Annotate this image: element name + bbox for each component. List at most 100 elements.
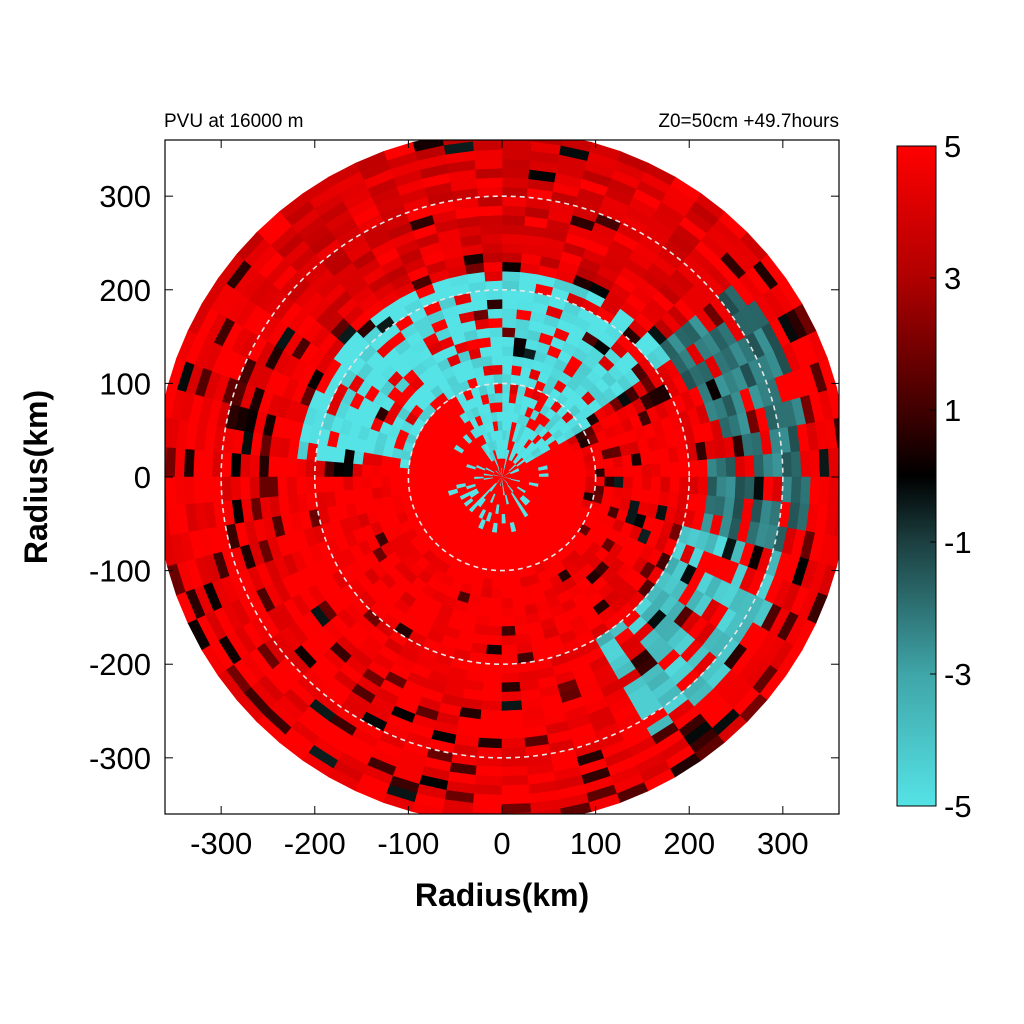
field-cell: [512, 596, 526, 608]
field-cell: [594, 476, 606, 487]
field-cell: [427, 463, 438, 472]
field-cell: [660, 461, 671, 478]
field-cell: [725, 456, 737, 478]
field-cell: [548, 476, 559, 483]
field-cell: [477, 205, 503, 217]
field-cell: [603, 485, 615, 497]
x-axis-title: Radius(km): [415, 877, 589, 913]
field-cell: [828, 476, 839, 507]
field-cell: [501, 429, 507, 441]
field-cell: [790, 450, 802, 478]
field-cell: [800, 449, 812, 478]
field-cell: [230, 452, 242, 478]
field-cell: [323, 476, 335, 493]
colorbar-ticks: -5 -3 -1 1 3 5: [930, 129, 972, 824]
field-cell: [650, 462, 662, 478]
field-cell: [828, 447, 839, 478]
field-cell: [529, 476, 540, 481]
field-cell: [417, 469, 428, 478]
field-cell: [481, 242, 503, 254]
field-cell: [483, 672, 503, 684]
reference-circle-200km: [313, 288, 691, 666]
field-cell: [417, 462, 429, 471]
field-cell: [399, 458, 411, 470]
field-cell: [560, 140, 592, 152]
field-cell: [488, 326, 503, 338]
field-cell: [379, 466, 391, 478]
field-cell: [734, 455, 746, 478]
field-cell: [725, 476, 737, 498]
field-cell: [501, 747, 527, 759]
field-cell: [426, 470, 438, 478]
field-cell: [491, 364, 503, 375]
field-cell: [501, 625, 517, 637]
field-cell: [398, 476, 410, 487]
field-cell: [501, 383, 511, 394]
field-cell: [800, 476, 812, 505]
field-cell: [371, 453, 383, 467]
field-cell: [323, 461, 335, 478]
field-cell: [827, 535, 839, 567]
field-cell: [501, 167, 530, 179]
colorbar-tick-label: 5: [944, 129, 961, 164]
field-cell: [305, 459, 316, 478]
field-cell: [501, 616, 516, 628]
field-cell: [488, 541, 497, 552]
field-cell: [660, 476, 671, 493]
field-cell: [501, 719, 525, 731]
field-cell: [183, 448, 195, 478]
field-cell: [501, 280, 520, 291]
field-cell: [753, 453, 765, 478]
y-tick-label: 300: [99, 179, 151, 214]
field-cell: [706, 476, 718, 497]
field-cell: [491, 588, 503, 600]
chart-title-left: PVU at 16000 m: [164, 111, 303, 132]
field-cell: [202, 450, 214, 478]
field-cell: [495, 532, 503, 543]
field-cell: [501, 261, 522, 273]
field-cell: [678, 476, 690, 494]
field-cell: [472, 140, 503, 151]
field-cell: [489, 607, 503, 618]
field-cell: [333, 476, 344, 493]
field-cell: [370, 476, 382, 489]
field-cell: [174, 448, 186, 478]
field-cell: [484, 663, 503, 674]
field-cell: [483, 270, 503, 282]
field-cell: [612, 486, 624, 499]
field-cell: [566, 482, 577, 491]
field-cell: [478, 214, 503, 226]
field-cell: [510, 364, 522, 376]
field-cell: [501, 336, 515, 347]
field-cell: [482, 578, 494, 590]
field-cell: [772, 452, 784, 478]
field-cell: [501, 597, 514, 609]
field-cell: [389, 457, 401, 469]
field-cell: [809, 476, 821, 506]
y-tick-label: 100: [99, 366, 151, 401]
field-cell: [370, 465, 382, 478]
field-cell: [790, 476, 802, 504]
field-cell: [333, 461, 344, 478]
field-cell: [501, 364, 513, 375]
field-cell: [501, 653, 519, 665]
field-cell: [575, 483, 587, 492]
colorbar-tick-label: 3: [944, 261, 961, 296]
field-cell: [230, 476, 242, 502]
field-cell: [490, 345, 503, 357]
field-cell: [192, 476, 204, 505]
field-cell: [501, 756, 528, 768]
field-cell: [734, 476, 746, 499]
field-cell: [531, 808, 562, 814]
field-cell: [486, 644, 503, 656]
field-cell: [501, 569, 512, 581]
field-cell: [165, 387, 177, 419]
field-cell: [501, 345, 514, 357]
field-cell: [818, 448, 830, 478]
y-tick-label: -200: [89, 647, 151, 682]
field-cell: [473, 784, 503, 796]
field-cell: [389, 466, 400, 478]
y-tick-label: -100: [89, 554, 151, 589]
field-cell: [436, 470, 447, 478]
x-tick-label: 300: [757, 826, 809, 861]
